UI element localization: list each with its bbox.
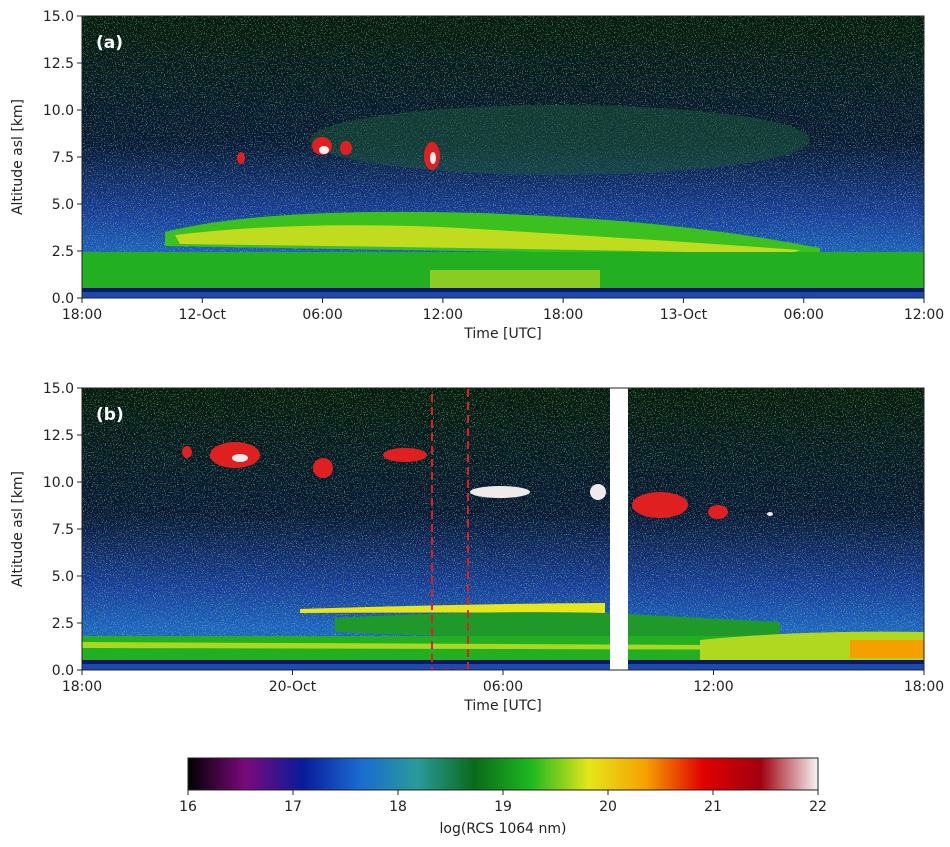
colorbar-tick-label: 21 — [704, 799, 722, 815]
y-tick-label: 5.0 — [52, 197, 74, 213]
panel-label: (b) — [96, 405, 124, 425]
y-tick-label: 15.0 — [43, 9, 74, 25]
colorbar-tick-label: 17 — [284, 799, 302, 815]
x-tick-label: 13-Oct — [660, 307, 708, 323]
x-axis-label: Time [UTC] — [463, 326, 541, 342]
x-tick-label: 12-Oct — [179, 307, 227, 323]
colorbar-tick-label: 16 — [179, 799, 197, 815]
x-tick-label: 20-Oct — [269, 679, 317, 695]
x-tick-label: 18:00 — [62, 307, 102, 323]
colorbar-tick-label: 20 — [599, 799, 617, 815]
x-tick-label: 18:00 — [62, 679, 102, 695]
y-axis-label: Altitude asl [km] — [10, 99, 26, 215]
y-axis-label: Altitude asl [km] — [10, 471, 26, 587]
x-tick-label: 12:00 — [693, 679, 733, 695]
colorbar-tick-label: 19 — [494, 799, 512, 815]
x-tick-label: 12:00 — [423, 307, 463, 323]
colorbar-label: log(RCS 1064 nm) — [440, 821, 567, 837]
x-tick-label: 12:00 — [904, 307, 944, 323]
y-tick-label: 0.0 — [52, 291, 74, 307]
x-axis-label: Time [UTC] — [463, 698, 541, 714]
y-tick-label: 12.5 — [43, 56, 74, 72]
panel-label: (a) — [96, 33, 123, 53]
x-tick-label: 06:00 — [784, 307, 824, 323]
y-tick-label: 7.5 — [52, 150, 74, 166]
x-tick-label: 18:00 — [904, 679, 944, 695]
y-tick-label: 2.5 — [52, 244, 74, 260]
y-tick-label: 0.0 — [52, 663, 74, 679]
colorbar-tick-label: 22 — [809, 799, 827, 815]
x-tick-label: 06:00 — [483, 679, 523, 695]
x-tick-label: 18:00 — [543, 307, 583, 323]
colorbar — [187, 757, 819, 791]
y-tick-label: 12.5 — [43, 428, 74, 444]
y-tick-label: 10.0 — [43, 103, 74, 119]
x-tick-label: 06:00 — [302, 307, 342, 323]
colorbar-tick-label: 18 — [389, 799, 407, 815]
y-tick-label: 2.5 — [52, 616, 74, 632]
y-tick-label: 15.0 — [43, 381, 74, 397]
y-tick-label: 7.5 — [52, 522, 74, 538]
heatmap-image — [82, 388, 924, 670]
y-tick-label: 10.0 — [43, 475, 74, 491]
heatmap-image — [82, 16, 924, 298]
y-tick-label: 5.0 — [52, 569, 74, 585]
